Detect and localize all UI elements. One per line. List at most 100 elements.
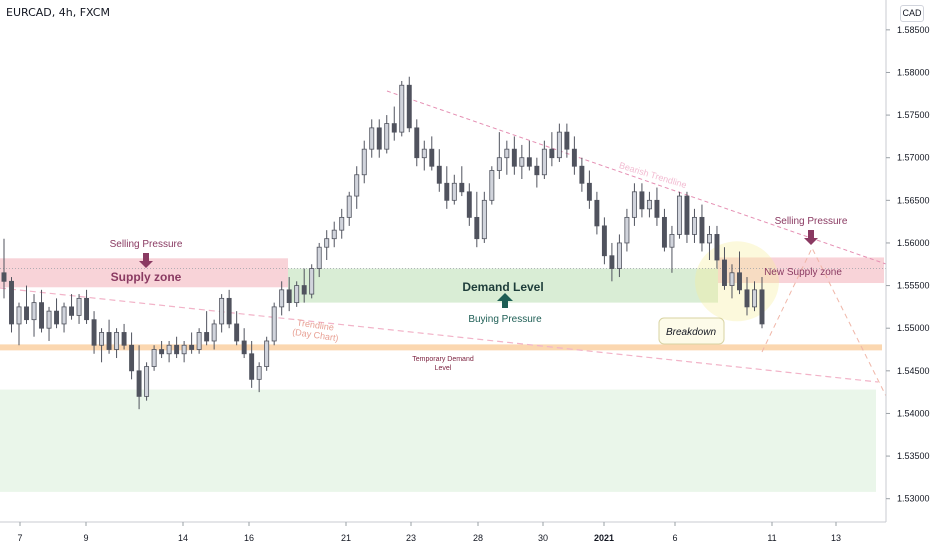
candle-body: [616, 242, 622, 269]
candle-body: [256, 366, 262, 380]
candle-body: [489, 170, 495, 201]
selling-pressure-left-label: Selling Pressure: [110, 239, 183, 250]
candle: [174, 336, 180, 359]
candle-body: [76, 297, 82, 316]
candle: [219, 294, 225, 333]
candle: [504, 140, 510, 175]
demand-level-label: Demand Level: [462, 280, 543, 294]
candle-body: [699, 216, 705, 244]
candle: [459, 166, 465, 197]
candle: [76, 294, 82, 324]
candle-body: [234, 323, 240, 342]
candle-body: [376, 127, 382, 150]
supply-zone-label: Supply zone: [111, 270, 182, 284]
candle-body: [556, 131, 562, 159]
candle: [211, 319, 217, 350]
candle-body: [541, 148, 547, 176]
candle-body: [661, 216, 667, 248]
candle-body: [519, 157, 525, 167]
candle: [661, 208, 667, 252]
candle-body: [474, 216, 480, 240]
x-tick-label: 6: [672, 533, 677, 543]
candle-body: [722, 259, 727, 286]
trendlines-layer: [0, 90, 887, 397]
buying-pressure-arrow: [497, 293, 513, 308]
candle: [144, 362, 150, 401]
candle-body: [294, 285, 300, 304]
candle-body: [631, 191, 637, 218]
candle: [646, 191, 652, 218]
candle-body: [466, 191, 472, 218]
candle: [729, 264, 735, 299]
candle: [534, 157, 540, 188]
candle: [609, 242, 615, 282]
candle: [16, 302, 22, 346]
candle-body: [714, 234, 720, 261]
candle: [594, 191, 600, 235]
x-tick-label: 28: [473, 533, 483, 543]
y-tick-label: 1.58000: [897, 67, 930, 77]
candles-layer: [1, 76, 765, 410]
candle-body: [707, 234, 712, 244]
candle-body: [189, 344, 195, 350]
candle: [376, 119, 382, 158]
candle: [84, 289, 90, 324]
x-tick-label: 9: [83, 533, 88, 543]
candle: [69, 294, 75, 320]
candle: [691, 208, 697, 243]
candle: [684, 191, 690, 243]
candle: [346, 191, 352, 226]
candle: [489, 166, 495, 205]
candle: [556, 123, 562, 162]
candle: [61, 302, 67, 333]
candle: [399, 80, 405, 137]
candle: [384, 115, 390, 154]
selling-pressure-right-label: Selling Pressure: [775, 216, 848, 227]
candle: [369, 119, 375, 158]
candle-body: [684, 195, 690, 235]
y-tick-label: 1.55000: [897, 323, 930, 333]
y-tick-label: 1.54000: [897, 408, 930, 418]
zones-layer: [0, 241, 884, 492]
candle: [676, 191, 682, 239]
candle: [481, 191, 487, 243]
projection-path: [761, 246, 887, 397]
candle-body: [279, 289, 285, 308]
candle: [331, 221, 337, 248]
candle-body: [691, 216, 697, 235]
temporary-demand-label: Temporary Demand: [412, 356, 474, 363]
candle: [279, 281, 285, 316]
candle: [616, 234, 622, 278]
candle-body: [114, 332, 120, 350]
candle-body: [676, 195, 682, 235]
y-tick-label: 1.56000: [897, 238, 930, 248]
candle-body: [391, 123, 397, 133]
candle: [166, 340, 172, 363]
x-tick-label: 23: [406, 533, 416, 543]
symbol-title: EURCAD, 4h, FXCM: [6, 6, 110, 19]
candle: [91, 311, 97, 354]
candle-body: [354, 174, 360, 197]
day-chart-trendline: [0, 287, 879, 383]
candle: [474, 191, 480, 248]
currency-button[interactable]: CAD: [900, 5, 924, 22]
candle-body: [69, 306, 75, 316]
candle-body: [639, 191, 645, 210]
candle: [136, 345, 142, 410]
candle-body: [729, 272, 735, 286]
candle: [121, 323, 127, 350]
selling-pressure-left-arrow: [139, 253, 153, 268]
candle-body: [166, 344, 172, 355]
candle-body: [429, 148, 435, 167]
candle-body: [121, 332, 127, 346]
x-tick-label: 16: [244, 533, 254, 543]
candle: [1, 238, 7, 299]
candle-body: [511, 148, 517, 167]
candle-body: [384, 123, 390, 150]
candle: [752, 281, 757, 312]
candle-body: [24, 306, 29, 321]
candle: [264, 336, 270, 371]
axis-layer: 1.58500 1.58000 1.57500 1.57000 1.56500 1.560…: [0, 0, 930, 543]
